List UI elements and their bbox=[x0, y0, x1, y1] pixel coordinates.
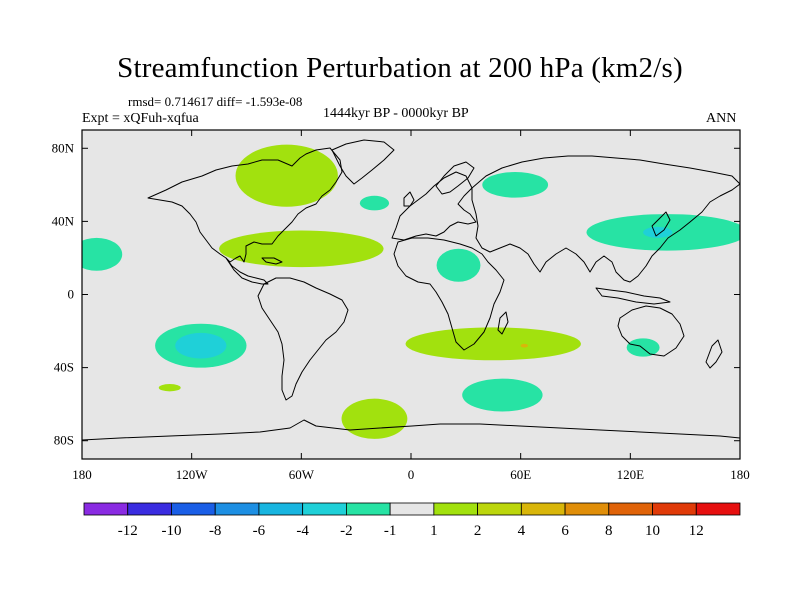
region-southern-indian-low bbox=[462, 378, 543, 412]
colorbar-label: -12 bbox=[118, 523, 138, 539]
colorbar-box bbox=[652, 502, 697, 516]
coastline-central-america bbox=[225, 257, 269, 285]
region-south-pacific-small-high bbox=[158, 384, 181, 392]
colorbar-label: -8 bbox=[209, 523, 222, 539]
x-tick-label: 0 bbox=[408, 467, 415, 482]
coastline-new-zealand bbox=[705, 339, 723, 369]
colorbar-box bbox=[345, 502, 391, 516]
colorbar-label: -4 bbox=[296, 523, 309, 539]
coastline-caribbean bbox=[261, 257, 283, 265]
colorbar-box bbox=[695, 502, 741, 516]
colorbar-box bbox=[127, 502, 172, 516]
colorbar-label: 1 bbox=[430, 523, 438, 539]
x-tick-label: 60W bbox=[289, 467, 315, 482]
coastline-south-america bbox=[257, 277, 349, 401]
x-tick-label: 180 bbox=[730, 467, 750, 482]
map-background bbox=[82, 130, 740, 459]
coastline-asia bbox=[471, 155, 740, 283]
colorbar-box bbox=[214, 502, 260, 516]
coastline-indonesia bbox=[595, 287, 671, 305]
colorbar-box bbox=[477, 502, 522, 516]
region-south-atlantic-core bbox=[520, 343, 528, 348]
colorbar-box bbox=[171, 502, 216, 516]
colorbar-box bbox=[564, 502, 610, 516]
stats-line: rmsd= 0.714617 diff= -1.593e-08 bbox=[128, 94, 303, 109]
colorbar-box bbox=[520, 502, 566, 516]
coastline-scandinavia bbox=[435, 161, 475, 195]
x-axis-ticks: 180 120W 60W 0 60E 120E 180 bbox=[72, 130, 750, 482]
y-tick-label: 0 bbox=[68, 287, 75, 302]
colorbar-label: 12 bbox=[689, 523, 704, 539]
colorbar-label: 6 bbox=[561, 523, 569, 539]
region-north-africa-low bbox=[436, 248, 481, 282]
y-tick-label: 40N bbox=[52, 213, 75, 228]
x-tick-label: 120E bbox=[617, 467, 645, 482]
y-tick-label: 40S bbox=[54, 360, 74, 375]
region-east-asia-low-core bbox=[643, 226, 673, 238]
region-south-pacific-low-core bbox=[175, 332, 227, 359]
x-tick-label: 180 bbox=[72, 467, 92, 482]
colorbar-label: 2 bbox=[474, 523, 482, 539]
experiment-label: Expt = xQFuh-xqfua bbox=[82, 111, 199, 126]
coastline-madagascar bbox=[497, 311, 509, 335]
colorbar-label: -6 bbox=[253, 523, 266, 539]
colorbar-label: -2 bbox=[340, 523, 353, 539]
region-gulf-atlantic-high bbox=[219, 230, 384, 268]
colorbar-label: -1 bbox=[384, 523, 397, 539]
coastline-antarctica bbox=[82, 419, 740, 441]
coastline-greenland bbox=[331, 139, 395, 185]
colorbar-box bbox=[258, 502, 304, 516]
region-north-pacific-low bbox=[82, 237, 123, 271]
colorbar-box bbox=[302, 502, 347, 516]
region-antarctic-high bbox=[341, 398, 408, 439]
region-siberia-low bbox=[482, 172, 549, 198]
coastline-australia bbox=[617, 305, 685, 357]
colorbar-label: -10 bbox=[161, 523, 181, 539]
colorbar-box bbox=[83, 502, 129, 516]
colorbar-label: 10 bbox=[645, 523, 660, 539]
colorbar-label: 8 bbox=[605, 523, 613, 539]
colorbar-label: 4 bbox=[518, 523, 526, 539]
season-label: ANN bbox=[706, 111, 737, 126]
coastline-north-america bbox=[147, 147, 343, 263]
coastlines bbox=[82, 139, 740, 441]
region-north-atlantic-low bbox=[359, 195, 390, 211]
chart-title: Streamfunction Perturbation at 200 hPa (… bbox=[117, 52, 683, 84]
coastline-british-isles bbox=[403, 191, 415, 207]
colorbar-box bbox=[608, 502, 653, 516]
coastline-africa bbox=[393, 237, 505, 351]
region-north-america-high bbox=[235, 144, 338, 207]
region-south-atlantic-indian-high bbox=[405, 327, 581, 361]
region-australia-low bbox=[626, 338, 660, 357]
colorbar-box bbox=[433, 502, 479, 516]
x-tick-label: 120W bbox=[176, 467, 209, 482]
y-tick-label: 80N bbox=[52, 140, 75, 155]
x-tick-label: 60E bbox=[510, 467, 531, 482]
y-axis-ticks: 80N 40N 0 40S 80S bbox=[52, 140, 740, 448]
coastline-japan bbox=[651, 211, 671, 237]
colorbar: -12 -10 -8 -6 -4 -2 -1 1 2 4 6 8 10 12 bbox=[83, 502, 741, 539]
colorbar-box bbox=[389, 502, 435, 516]
period-label: 1444kyr BP - 0000kyr BP bbox=[323, 106, 469, 121]
y-tick-label: 80S bbox=[54, 433, 74, 448]
coastline-europe bbox=[391, 171, 477, 241]
